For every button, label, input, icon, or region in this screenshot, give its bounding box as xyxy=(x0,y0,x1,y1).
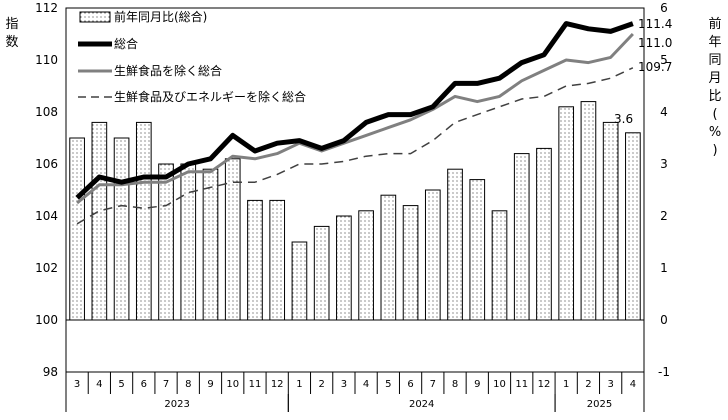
right-tick-label: 5 xyxy=(660,53,668,67)
month-label: 11 xyxy=(249,379,262,390)
right-tick-label: 1 xyxy=(660,261,668,275)
bar-yoy-23 xyxy=(580,101,597,321)
left-tick-label: 100 xyxy=(35,313,58,327)
bar-yoy-12 xyxy=(336,215,352,321)
left-tick-label: 112 xyxy=(35,1,58,15)
bar-yoy-3 xyxy=(135,121,152,321)
month-label: 2 xyxy=(585,379,591,390)
left-axis-ticks: 112 110 108 106 104 102 100 98 xyxy=(35,1,58,379)
bar-yoy-1 xyxy=(91,121,108,321)
end-label-total: 111.4 xyxy=(638,17,672,31)
bar-yoy-21 xyxy=(536,147,552,321)
bar-yoy-16 xyxy=(424,189,441,321)
month-label: 4 xyxy=(363,379,369,390)
legend-ex-fresh-label: 生鮮食品を除く総合 xyxy=(114,63,222,78)
line-ex-fresh-energy xyxy=(76,67,634,225)
month-label: 3 xyxy=(341,379,347,390)
month-label: 12 xyxy=(538,379,551,390)
bar-yoy-9 xyxy=(269,199,286,321)
bar-yoy-11 xyxy=(313,225,330,321)
right-tick-label: -1 xyxy=(658,365,670,379)
line-series xyxy=(75,21,634,225)
month-label: 1 xyxy=(296,379,302,390)
month-label: 5 xyxy=(118,379,124,390)
month-label: 8 xyxy=(452,379,458,390)
bar-yoy-2 xyxy=(113,137,130,321)
left-tick-label: 102 xyxy=(35,261,58,275)
end-label-bar: 3.6 xyxy=(614,112,633,126)
bar-yoy-18 xyxy=(469,179,486,321)
left-tick-label: 108 xyxy=(35,105,58,119)
bar-yoy-19 xyxy=(491,210,508,321)
month-label: 6 xyxy=(141,379,147,390)
right-tick-label: 4 xyxy=(660,105,668,119)
right-axis-ticks: 6 5 4 3 2 1 0 -1 xyxy=(658,1,670,379)
month-label: 10 xyxy=(493,379,506,390)
bar-yoy-0 xyxy=(69,137,85,321)
line-total xyxy=(75,21,634,200)
bar-yoy-24 xyxy=(602,121,619,321)
month-label: 1 xyxy=(563,379,569,390)
month-label: 4 xyxy=(96,379,102,390)
bar-yoy-8 xyxy=(247,199,263,321)
legend-box xyxy=(70,10,350,110)
legend-total-label: 総合 xyxy=(114,36,138,51)
bar-yoy-17 xyxy=(447,168,463,321)
month-label: 7 xyxy=(163,379,169,390)
bar-yoy-15 xyxy=(402,205,419,321)
bar-yoy-4 xyxy=(158,163,174,321)
legend-bar-label: 前年同月比(総合) xyxy=(114,9,207,24)
month-label: 3 xyxy=(74,379,80,390)
month-label: 7 xyxy=(430,379,436,390)
right-tick-label: 3 xyxy=(660,157,668,171)
month-label: 9 xyxy=(474,379,480,390)
month-label: 2 xyxy=(318,379,324,390)
left-axis-title: 指数 xyxy=(5,17,18,50)
right-tick-label: 6 xyxy=(660,1,668,15)
bar-yoy-6 xyxy=(202,168,219,321)
year-label: 2023 xyxy=(164,399,189,410)
line-ex-fresh xyxy=(76,32,634,205)
left-tick-label: 98 xyxy=(43,365,58,379)
month-label: 12 xyxy=(271,379,284,390)
legend-ex-fresh-energy-label: 生鮮食品及びエネルギーを除く総合 xyxy=(114,89,306,104)
month-label: 11 xyxy=(515,379,528,390)
month-label: 4 xyxy=(630,379,636,390)
month-label: 10 xyxy=(226,379,239,390)
right-tick-label: 2 xyxy=(660,209,668,223)
left-tick-label: 104 xyxy=(35,209,58,223)
left-tick-label: 110 xyxy=(35,53,58,67)
bar-yoy-20 xyxy=(513,153,530,321)
month-label: 8 xyxy=(185,379,191,390)
end-label-ex-fresh: 111.0 xyxy=(638,36,672,50)
year-label: 2024 xyxy=(409,399,434,410)
month-label: 3 xyxy=(607,379,613,390)
right-axis-title: 前年同月比(%) xyxy=(708,16,721,158)
legend: 前年同月比(総合) 総合 生鮮食品を除く総合 生鮮食品及びエネルギーを除く総合 xyxy=(70,9,350,110)
bar-yoy-22 xyxy=(558,106,575,321)
bar-yoy-14 xyxy=(380,194,397,321)
month-label: 9 xyxy=(207,379,213,390)
bar-yoy-7 xyxy=(224,158,241,321)
bar-yoy-5 xyxy=(180,163,197,321)
right-tick-label: 0 xyxy=(660,313,668,327)
bar-yoy-13 xyxy=(358,210,374,321)
left-tick-label: 106 xyxy=(35,157,58,171)
year-label: 2025 xyxy=(587,399,612,410)
month-label: 5 xyxy=(385,379,391,390)
end-label-ex-fresh-energy: 109.7 xyxy=(638,60,672,74)
bar-series xyxy=(69,101,641,321)
bar-yoy-25 xyxy=(625,132,641,321)
bar-yoy-10 xyxy=(291,241,308,321)
month-label: 6 xyxy=(407,379,413,390)
legend-bar-swatch xyxy=(79,11,111,23)
